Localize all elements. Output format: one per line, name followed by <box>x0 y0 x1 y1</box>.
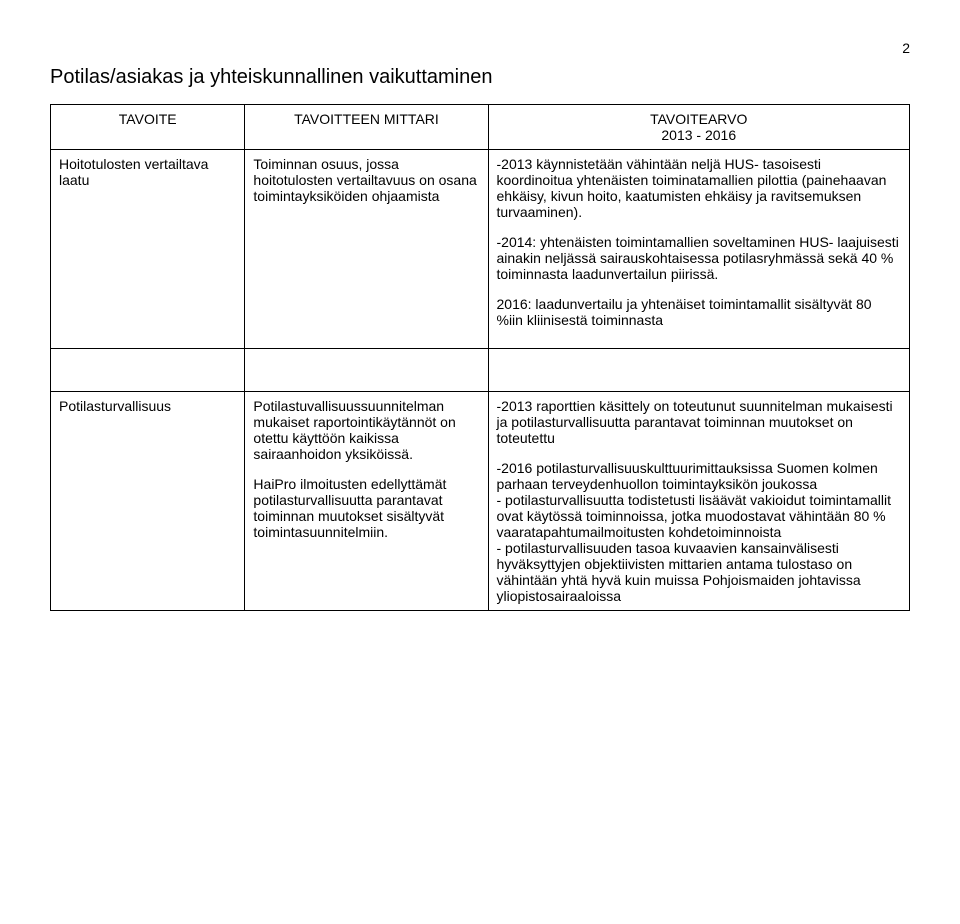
cell-tavoite-1: Hoitotulosten vertailtava laatu <box>51 150 245 349</box>
table-header-row: TAVOITE TAVOITTEEN MITTARI TAVOITEARVO 2… <box>51 105 910 150</box>
header-mittari: TAVOITTEEN MITTARI <box>245 105 488 150</box>
cell-arvo-2: -2013 raporttien käsittely on toteutunut… <box>488 392 910 611</box>
cell-arvo-1: -2013 käynnistetään vähintään neljä HUS-… <box>488 150 910 349</box>
spacer-cell <box>488 349 910 392</box>
cell-arvo-1-p2: -2014: yhtenäisten toimintamallien sovel… <box>497 234 902 282</box>
cell-arvo-1-p1: -2013 käynnistetään vähintään neljä HUS-… <box>497 156 902 220</box>
header-tavoitearvo: TAVOITEARVO 2013 - 2016 <box>488 105 910 150</box>
header-tavoitearvo-line2: 2013 - 2016 <box>661 127 736 143</box>
table-row: Hoitotulosten vertailtava laatu Toiminna… <box>51 150 910 349</box>
cell-tavoite-2: Potilasturvallisuus <box>51 392 245 611</box>
cell-arvo-2-p4: - potilasturvallisuuden tasoa kuvaavien … <box>497 540 902 604</box>
table-row: Potilasturvallisuus Potilastuvallisuussu… <box>51 392 910 611</box>
cell-mittari-2-p2: HaiPro ilmoitusten edellyttämät potilast… <box>253 476 479 540</box>
cell-arvo-2-p3: - potilasturvallisuutta todistetusti lis… <box>497 492 902 540</box>
objectives-table: TAVOITE TAVOITTEEN MITTARI TAVOITEARVO 2… <box>50 104 910 611</box>
cell-mittari-2-p1: Potilastuvallisuussuunnitelman mukaiset … <box>253 398 479 462</box>
spacer-row <box>51 349 910 392</box>
cell-arvo-2-p2: -2016 potilasturvallisuuskulttuurimittau… <box>497 460 902 492</box>
page-title: Potilas/asiakas ja yhteiskunnallinen vai… <box>50 66 910 89</box>
spacer-cell <box>51 349 245 392</box>
cell-mittari-2: Potilastuvallisuussuunnitelman mukaiset … <box>245 392 488 611</box>
spacer-cell <box>245 349 488 392</box>
cell-mittari-1: Toiminnan osuus, jossa hoitotulosten ver… <box>245 150 488 349</box>
header-tavoitearvo-line1: TAVOITEARVO <box>650 111 747 127</box>
header-tavoite: TAVOITE <box>51 105 245 150</box>
cell-arvo-1-p3: 2016: laadunvertailu ja yhtenäiset toimi… <box>497 296 902 328</box>
cell-arvo-2-p1: -2013 raporttien käsittely on toteutunut… <box>497 398 902 446</box>
page-number: 2 <box>50 40 910 56</box>
